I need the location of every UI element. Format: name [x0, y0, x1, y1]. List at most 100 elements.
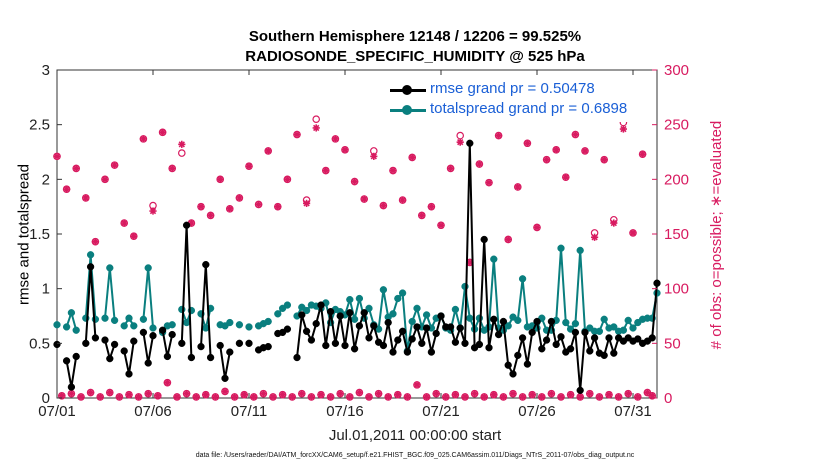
- obs-evaluated-marker: [562, 173, 570, 181]
- rmse-point: [389, 348, 397, 356]
- obs-evaluated-marker: [629, 229, 637, 237]
- y-left-tick-label: 2.5: [29, 117, 50, 134]
- obs-evaluated-stroke: [452, 391, 459, 398]
- rmse-point: [360, 309, 368, 317]
- totalspread-point: [355, 294, 364, 303]
- obs-evaluated-marker: [207, 211, 215, 220]
- obs-evaluated-stroke: [461, 393, 469, 401]
- obs-evaluated-marker: [490, 391, 498, 399]
- rmse-point: [298, 311, 306, 319]
- obs-evaluated-marker: [379, 201, 387, 210]
- obs-evaluated-marker: [523, 139, 531, 147]
- y-right-tick-label: 300: [664, 62, 689, 79]
- obs-evaluated-marker: [634, 393, 642, 401]
- obs-evaluated-marker: [567, 391, 575, 399]
- obs-evaluated-stroke: [577, 393, 584, 401]
- totalspread-point: [302, 306, 311, 315]
- obs-evaluated-stroke: [433, 390, 440, 397]
- rmse-point: [53, 340, 61, 349]
- rmse-point: [341, 341, 349, 350]
- obs-evaluated-stroke: [370, 153, 377, 160]
- obs-evaluated-marker: [216, 175, 224, 183]
- obs-evaluated-stroke: [97, 393, 104, 401]
- obs-evaluated-marker: [600, 156, 608, 164]
- obs-evaluated-stroke: [87, 389, 94, 396]
- obs-evaluated-stroke: [567, 391, 574, 398]
- rmse-point: [490, 315, 498, 323]
- obs-evaluated-marker: [619, 125, 627, 133]
- obs-evaluated-marker: [77, 393, 85, 401]
- obs-evaluated-marker: [317, 391, 325, 399]
- rmse-point: [158, 326, 167, 334]
- totalspread-point: [168, 321, 176, 329]
- obs-evaluated-marker: [456, 138, 464, 146]
- obs-evaluated-marker: [226, 205, 234, 213]
- obs-evaluated-marker: [72, 164, 80, 172]
- totalspread-point: [408, 317, 416, 326]
- obs-evaluated-stroke: [197, 203, 205, 210]
- obs-evaluated-stroke: [519, 393, 526, 401]
- rmse-line: [84, 265, 97, 344]
- rmse-point: [221, 374, 229, 382]
- y-right-tick-label: 100: [664, 281, 689, 298]
- obs-evaluated-stroke: [533, 224, 541, 231]
- obs-evaluated-marker: [240, 391, 248, 399]
- obs-evaluated-marker: [552, 146, 560, 154]
- obs-evaluated-marker: [202, 391, 210, 399]
- obs-evaluated-stroke: [361, 195, 368, 203]
- obs-evaluated-marker: [154, 392, 162, 400]
- obs-evaluated-marker: [571, 130, 579, 139]
- obs-evaluated-marker: [581, 147, 589, 155]
- obs-evaluated-marker: [576, 393, 584, 401]
- obs-evaluated-marker: [312, 124, 320, 132]
- rmse-point: [504, 361, 512, 369]
- totalspread-point: [466, 314, 474, 322]
- obs-evaluated-stroke: [615, 393, 622, 401]
- totalspread-point: [139, 315, 148, 323]
- obs-evaluated-stroke: [178, 141, 185, 148]
- rmse-point: [408, 335, 416, 343]
- data-file-footnote: data file: /Users/raeder/DAI/ATM_forcXX/…: [195, 452, 635, 459]
- x-tick-label: 07/01: [38, 403, 76, 420]
- obs-evaluated-marker: [394, 391, 402, 399]
- obs-evaluated-stroke: [73, 165, 80, 172]
- totalspread-point: [629, 324, 637, 332]
- rmse-point: [418, 339, 426, 347]
- obs-evaluated-marker: [413, 381, 421, 389]
- obs-evaluated-marker: [471, 390, 479, 398]
- obs-evaluated-stroke: [164, 379, 171, 386]
- rmse-point: [590, 334, 599, 342]
- obs-evaluated-stroke: [121, 219, 128, 227]
- obs-evaluated-marker: [461, 393, 469, 401]
- obs-evaluated-marker: [403, 393, 411, 401]
- obs-evaluated-marker: [130, 232, 138, 240]
- obs-evaluated-marker: [96, 393, 104, 401]
- rmse-point: [398, 327, 407, 335]
- y-axis-right-label: # of obs: o=possible; ∗=evaluated: [708, 120, 725, 350]
- rmse-point: [394, 336, 402, 344]
- obs-evaluated-marker: [288, 393, 296, 401]
- rmse-point: [149, 332, 157, 340]
- totalspread-point: [562, 318, 570, 327]
- obs-evaluated-marker: [125, 391, 133, 399]
- obs-evaluated-marker: [538, 393, 546, 401]
- obs-evaluated-stroke: [346, 393, 353, 401]
- obs-evaluated-stroke: [260, 390, 267, 397]
- totalspread-point: [571, 320, 580, 328]
- obs-evaluated-marker: [101, 175, 109, 183]
- totalspread-point: [283, 301, 292, 309]
- obs-evaluated-stroke: [68, 390, 75, 397]
- chart-title-line1: Southern Hemisphere 12148 / 12206 = 99.5…: [248, 28, 582, 45]
- rmse-point: [523, 360, 532, 368]
- rmse-point: [365, 334, 373, 342]
- obs-evaluated-stroke: [193, 393, 200, 401]
- totalspread-point: [235, 321, 244, 329]
- rmse-point: [542, 336, 551, 344]
- obs-evaluated-stroke: [125, 391, 133, 398]
- obs-evaluated-stroke: [485, 179, 493, 186]
- obs-evaluated-marker: [163, 379, 171, 387]
- obs-evaluated-marker: [331, 135, 339, 143]
- obs-evaluated-stroke: [562, 173, 569, 181]
- rmse-point: [485, 344, 493, 352]
